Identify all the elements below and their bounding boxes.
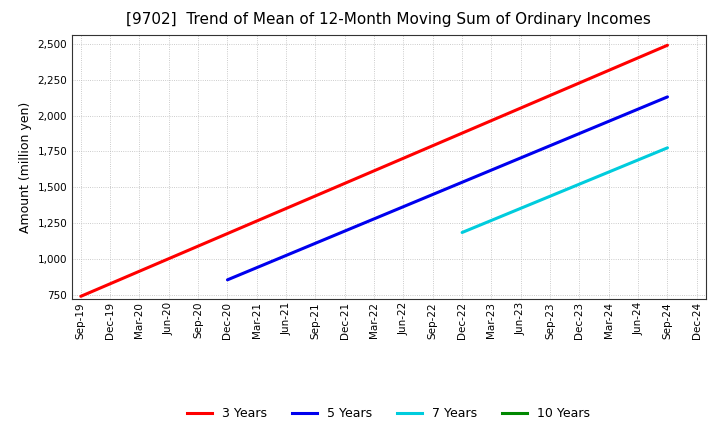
Legend: 3 Years, 5 Years, 7 Years, 10 Years: 3 Years, 5 Years, 7 Years, 10 Years <box>182 402 595 425</box>
Y-axis label: Amount (million yen): Amount (million yen) <box>19 102 32 233</box>
Title: [9702]  Trend of Mean of 12-Month Moving Sum of Ordinary Incomes: [9702] Trend of Mean of 12-Month Moving … <box>127 12 651 27</box>
